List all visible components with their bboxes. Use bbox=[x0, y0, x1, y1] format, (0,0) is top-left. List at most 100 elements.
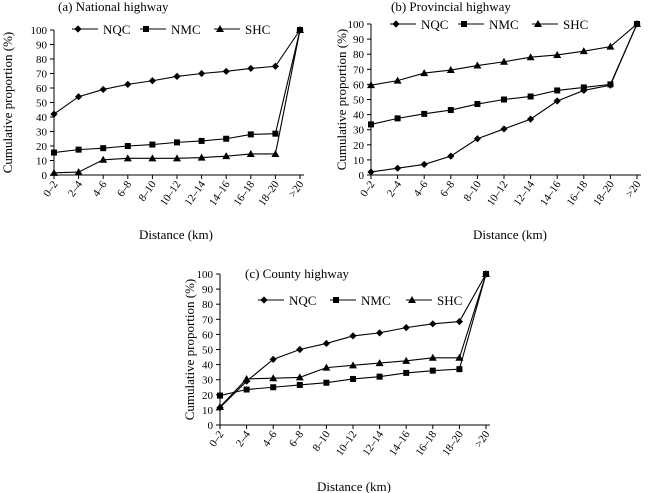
data-point bbox=[271, 62, 279, 70]
data-point bbox=[99, 155, 108, 163]
legend-marker bbox=[143, 26, 149, 32]
x-tick-label: 2–4 bbox=[66, 178, 86, 199]
y-tick-label: 40 bbox=[202, 360, 214, 372]
legend-label: NQC bbox=[289, 293, 316, 308]
legend-marker bbox=[534, 20, 542, 27]
series-shc bbox=[367, 20, 641, 89]
data-point bbox=[295, 373, 304, 381]
data-point bbox=[349, 332, 357, 340]
series-nqc bbox=[50, 26, 304, 118]
data-point bbox=[270, 384, 277, 391]
data-point bbox=[148, 77, 156, 85]
data-point bbox=[149, 141, 156, 148]
legend-marker bbox=[461, 21, 467, 27]
data-point bbox=[402, 324, 410, 332]
data-point bbox=[173, 72, 181, 80]
series-nmc bbox=[51, 27, 303, 156]
y-tick-label: 20 bbox=[36, 141, 48, 153]
x-tick-label: 16–18 bbox=[414, 428, 440, 458]
y-axis-label: Cumulative proportion (%) bbox=[182, 279, 197, 421]
data-point bbox=[456, 366, 463, 373]
y-tick-label: 60 bbox=[353, 79, 365, 91]
data-point bbox=[553, 50, 562, 58]
data-point bbox=[123, 154, 132, 162]
x-tick-label: 14–16 bbox=[387, 428, 413, 458]
y-tick-label: 70 bbox=[36, 69, 48, 81]
legend: NQC NMC SHC bbox=[72, 22, 270, 37]
legend-label: SHC bbox=[245, 22, 270, 37]
series-nmc bbox=[368, 21, 640, 128]
data-point bbox=[376, 373, 383, 380]
data-point bbox=[74, 168, 83, 176]
x-tick-label: >20 bbox=[473, 428, 493, 449]
data-point bbox=[75, 146, 82, 153]
y-tick-label: 70 bbox=[202, 314, 214, 326]
data-point bbox=[350, 375, 356, 382]
data-point bbox=[633, 20, 641, 27]
data-point bbox=[527, 115, 535, 123]
x-tick-label: 12–14 bbox=[360, 428, 386, 458]
data-point bbox=[296, 26, 304, 33]
y-tick-label: 20 bbox=[202, 390, 214, 402]
data-point bbox=[216, 402, 224, 410]
data-point bbox=[323, 379, 330, 386]
data-point bbox=[247, 131, 254, 138]
x-tick-label: 8–10 bbox=[136, 178, 159, 203]
y-axis-label: Cumulative proportion (%) bbox=[334, 29, 349, 171]
x-tick-label: 10–12 bbox=[334, 429, 360, 458]
x-axis-label: Distance (km) bbox=[139, 227, 213, 242]
data-point bbox=[296, 345, 304, 354]
data-point bbox=[223, 135, 230, 142]
data-point bbox=[473, 61, 482, 69]
y-tick-label: 0 bbox=[359, 170, 365, 182]
y-tick-label: 100 bbox=[348, 19, 365, 31]
data-point bbox=[553, 97, 561, 105]
legend-label: SHC bbox=[563, 17, 588, 32]
y-axis-label: Cumulative proportion (%) bbox=[0, 32, 15, 174]
data-point bbox=[429, 367, 436, 374]
y-tick-label: 10 bbox=[353, 155, 365, 167]
data-point bbox=[446, 66, 455, 74]
data-point bbox=[403, 369, 410, 376]
legend-label: NQC bbox=[103, 22, 130, 37]
data-point bbox=[375, 359, 384, 367]
chart-title: (c) County highway bbox=[245, 266, 349, 281]
x-tick-label: 2–4 bbox=[385, 178, 405, 199]
y-tick-label: 90 bbox=[353, 34, 365, 46]
x-tick-label: 18–20 bbox=[440, 428, 466, 458]
data-point bbox=[173, 154, 181, 162]
data-point bbox=[246, 149, 255, 157]
y-tick-label: 50 bbox=[36, 98, 48, 110]
data-point bbox=[367, 81, 375, 89]
data-point bbox=[322, 339, 330, 348]
legend-label: NQC bbox=[421, 17, 448, 32]
data-point bbox=[501, 96, 507, 103]
legend: NQC NMC SHC bbox=[390, 17, 588, 32]
y-tick-label: 80 bbox=[36, 54, 48, 66]
data-point bbox=[606, 42, 615, 50]
data-point bbox=[242, 374, 251, 382]
legend-marker bbox=[392, 20, 400, 28]
x-tick-label: 8–10 bbox=[310, 428, 333, 453]
legend: NQC NMC SHC bbox=[258, 293, 462, 308]
y-tick-label: 30 bbox=[353, 125, 365, 137]
legend-marker bbox=[408, 296, 416, 303]
data-point bbox=[394, 115, 401, 122]
y-tick-label: 60 bbox=[36, 83, 48, 95]
chart-title: (b) Provincial highway bbox=[391, 0, 511, 14]
x-axis-label: Distance (km) bbox=[317, 479, 391, 493]
data-point bbox=[394, 164, 402, 172]
data-point bbox=[607, 81, 614, 88]
data-point bbox=[322, 363, 331, 371]
legend-marker bbox=[260, 296, 268, 304]
x-tick-label: 6–8 bbox=[438, 178, 458, 199]
series-shc bbox=[216, 270, 490, 410]
y-tick-label: 50 bbox=[353, 95, 365, 107]
data-point bbox=[527, 93, 534, 100]
data-point bbox=[124, 143, 131, 149]
data-point bbox=[579, 47, 588, 55]
data-point bbox=[420, 160, 428, 169]
x-tick-label: 16–18 bbox=[232, 178, 258, 208]
